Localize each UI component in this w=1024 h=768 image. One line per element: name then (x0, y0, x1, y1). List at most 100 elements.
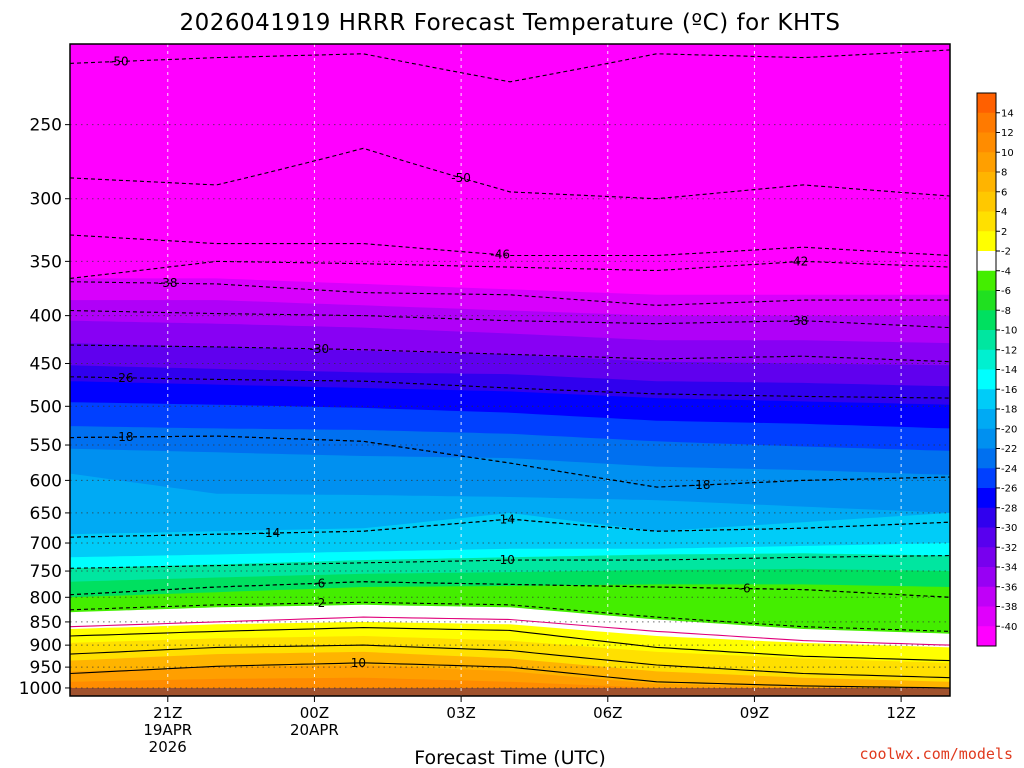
x-axis-label: Forecast Time (UTC) (414, 747, 605, 768)
colorbar-label: -8 (1001, 306, 1011, 317)
colorbar-swatch (977, 172, 996, 193)
contour-label: -26 (114, 371, 134, 385)
y-tick-label: 350 (30, 252, 62, 272)
plot-area (70, 44, 950, 696)
colorbar-label: -26 (1001, 484, 1017, 495)
colorbar-swatch (977, 468, 996, 489)
colorbar-swatch (977, 112, 996, 133)
plot-frame (69, 43, 951, 697)
colorbar-swatch (977, 448, 996, 469)
y-tick-label: 250 (30, 116, 62, 136)
colorbar-label: -4 (1001, 266, 1011, 277)
x-tick-label: 06Z (593, 704, 622, 722)
colorbar-label: -20 (1001, 424, 1017, 435)
colorbar-swatch (977, 586, 996, 607)
colorbar-label: -32 (1001, 543, 1017, 554)
colorbar-label: -40 (1001, 622, 1017, 633)
contour-label: -38 (158, 276, 178, 290)
contour-solid-0 (69, 616, 951, 646)
contour-label: 10 (351, 656, 366, 670)
x-tick-label: 09Z (740, 704, 769, 722)
colorbar-swatch (977, 132, 996, 153)
y-tick-label: 400 (30, 307, 62, 327)
colorbar-swatch (977, 409, 996, 430)
contour-label: -46 (490, 248, 510, 262)
colorbar-label: -18 (1001, 405, 1017, 416)
colorbar-swatch (977, 211, 996, 232)
colorbar-label: 6 (1001, 187, 1007, 198)
colorbar-label: 2 (1001, 227, 1007, 238)
y-tick-label: 900 (30, 636, 62, 656)
colorbar-swatch (977, 310, 996, 331)
contour-label: -18 (114, 430, 134, 444)
colorbar-swatch (977, 527, 996, 548)
contour-label: -2 (313, 596, 325, 610)
contour-label: -6 (313, 576, 325, 590)
contour-dashed-3 (69, 260, 951, 279)
colorbar-label: 8 (1001, 168, 1007, 179)
x-tick-label: 21Z (153, 704, 182, 722)
colorbar-swatch (977, 488, 996, 509)
contour-label: -18 (691, 478, 711, 492)
colorbar-swatch (977, 507, 996, 528)
colorbar-swatch (977, 231, 996, 252)
contour-solid-3 (69, 662, 951, 689)
contour-label: -38 (789, 314, 809, 328)
chart-title: 2026041919 HRRR Forecast Temperature (ºC… (180, 10, 841, 36)
y-tick-label: 700 (30, 534, 62, 554)
colorbar-swatch (977, 567, 996, 588)
y-tick-label: 750 (30, 562, 62, 582)
colorbar-label: 14 (1001, 108, 1014, 119)
colorbar-label: -10 (1001, 326, 1017, 337)
colorbar-label: 12 (1001, 128, 1014, 139)
contour-label: -50 (451, 171, 471, 185)
y-tick-label: 300 (30, 190, 62, 210)
colorbar-swatch (977, 626, 996, 647)
x-tick-label: 12Z (886, 704, 915, 722)
colorbar-swatch (977, 93, 996, 114)
colorbar-swatch (977, 290, 996, 311)
colorbar-label: 4 (1001, 207, 1007, 218)
colorbar-swatch (977, 251, 996, 272)
contour-label: -14 (261, 526, 281, 540)
colorbar-label: -14 (1001, 365, 1017, 376)
x-tick-label: 03Z (446, 704, 475, 722)
colorbar: 14 12 10 8 6 4 2 -2 -4 -6 -8 -10 -12 -14 -16 -18 -20 -22 -… (976, 92, 1017, 647)
contour-label: -50 (109, 54, 129, 68)
contour-dashed-0 (69, 49, 951, 83)
colorbar-swatch (977, 270, 996, 291)
colorbar-label: -24 (1001, 464, 1017, 475)
colorbar-label: -6 (1001, 286, 1011, 297)
y-tick-label: 650 (30, 504, 62, 524)
y-tick-label: 550 (30, 436, 62, 456)
contour-label: -14 (495, 513, 515, 527)
y-tick-label: 1000 (19, 679, 62, 699)
contour-dashed-1 (69, 147, 951, 200)
colorbar-label: -22 (1001, 444, 1017, 455)
colorbar-label: 10 (1001, 148, 1014, 159)
colorbar-swatch (977, 389, 996, 410)
ground-layer (70, 687, 950, 696)
colorbar-label: -16 (1001, 385, 1017, 396)
y-tick-label: 800 (30, 588, 62, 608)
colorbar-swatch (977, 152, 996, 173)
colorbar-swatch (977, 191, 996, 212)
y-tick-label: 950 (30, 658, 62, 678)
y-tick-label: 850 (30, 613, 62, 633)
x-tick-label: 2026 (149, 738, 187, 756)
colorbar-label: -12 (1001, 345, 1017, 356)
y-axis: 250 300 350 400 450 500 550 600 650 700 750 800 850 9… (19, 116, 70, 699)
colorbar-label: -30 (1001, 523, 1017, 534)
credit-link[interactable]: coolwx.com/models (859, 745, 1013, 763)
colorbar-label: -36 (1001, 582, 1017, 593)
colorbar-swatch (977, 330, 996, 351)
x-tick-label: 20APR (290, 721, 339, 739)
y-tick-label: 500 (30, 397, 62, 417)
colorbar-swatch (977, 369, 996, 390)
colorbar-label: -38 (1001, 602, 1017, 613)
contour-label: -42 (789, 255, 809, 269)
colorbar-label: -28 (1001, 503, 1017, 514)
y-tick-label: 450 (30, 354, 62, 374)
